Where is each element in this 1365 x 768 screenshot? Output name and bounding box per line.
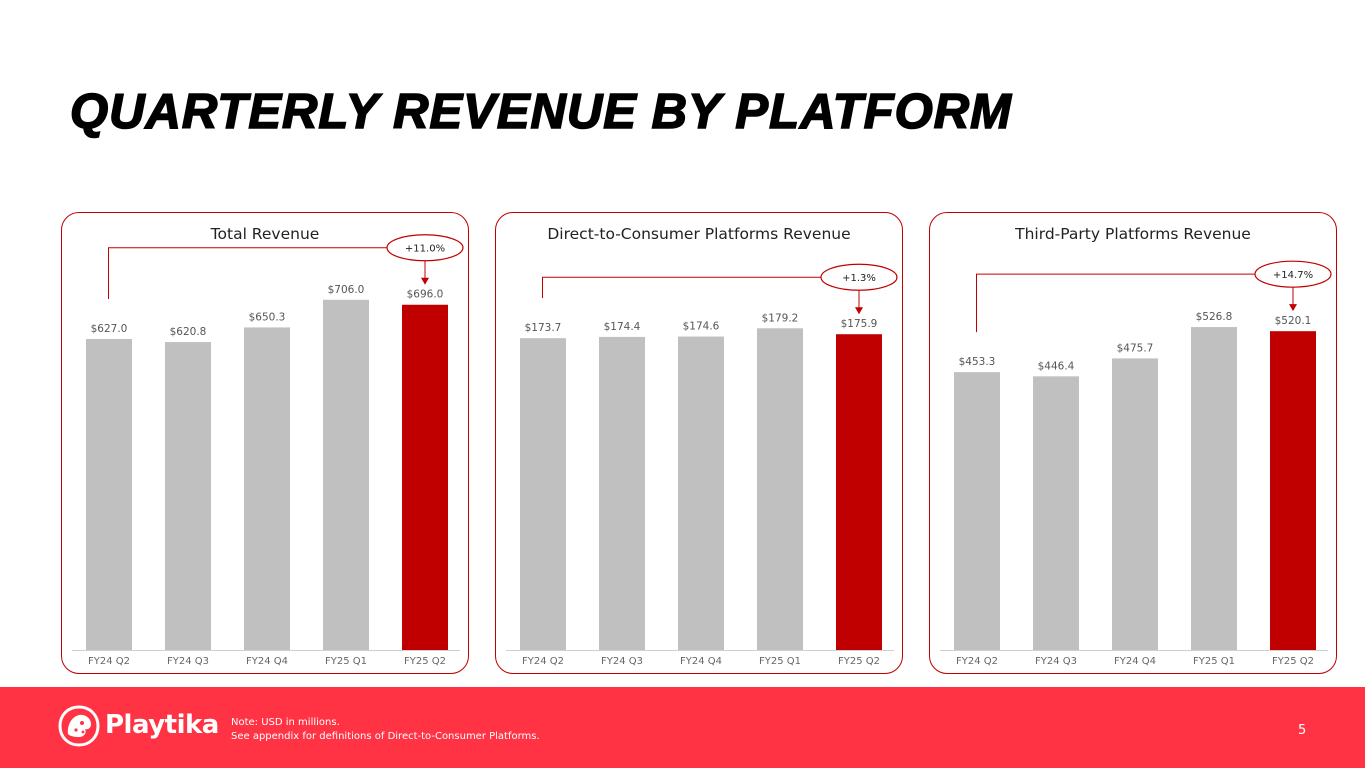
category-tick-label: FY24 Q2 [88,656,130,667]
bar-fy24-q4 [244,327,290,650]
footer-bar: Playtika Note: USD in millions. See appe… [0,687,1365,768]
growth-bracket-line [976,273,1255,333]
footnote: Note: USD in millions. See appendix for … [231,716,540,744]
bar-fy25-q2 [402,304,448,650]
category-tick-label: FY25 Q1 [1193,656,1235,667]
data-label: $174.6 [683,321,720,333]
category-tick-label: FY25 Q1 [759,656,801,667]
data-label: $173.7 [525,322,562,334]
data-label: $179.2 [762,312,799,324]
footnote-line-2: See appendix for definitions of Direct-t… [231,731,540,742]
data-label: $620.8 [170,326,207,338]
data-label: $446.4 [1038,360,1075,372]
chart-svg: $453.3 FY24 Q2 $446.4 FY24 Q3 $475.7 FY24 Q4 $… [940,260,1332,667]
bar-fy24-q2 [86,338,132,650]
page-title: QUARTERLY REVENUE BY PLATFORM [69,84,1012,140]
chart-title: Total Revenue [210,225,320,243]
growth-arrow-head-icon [421,277,429,285]
growth-label: +14.7% [1273,270,1313,281]
growth-label: +1.3% [842,273,876,284]
bar-fy24-q4 [678,336,724,650]
bar-fy24-q2 [520,338,566,650]
chart-panel-third-party-revenue: Third-Party Platforms Revenue $453.3 FY24… [929,212,1337,674]
category-tick-label: FY25 Q2 [838,656,880,667]
data-label: $475.7 [1117,342,1154,354]
bar-fy25-q2 [836,334,882,650]
chart-title: Direct-to-Consumer Platforms Revenue [547,225,851,243]
category-tick-label: FY25 Q2 [404,656,446,667]
data-label: $520.1 [1275,315,1312,327]
chart-panel-dtc-revenue: Direct-to-Consumer Platforms Revenue $17… [495,212,903,674]
growth-bracket-line [108,247,387,299]
category-tick-label: FY24 Q2 [956,656,998,667]
bar-fy25-q1 [1191,327,1237,650]
category-tick-label: FY24 Q4 [1114,656,1156,667]
bar-fy24-q3 [165,342,211,650]
bar-fy24-q3 [599,336,645,650]
footnote-line-1: Note: USD in millions. [231,717,340,728]
bar-fy24-q2 [954,372,1000,650]
data-label: $706.0 [328,284,365,296]
category-tick-label: FY24 Q4 [246,656,288,667]
bar-fy25-q2 [1270,331,1316,650]
category-tick-label: FY24 Q4 [680,656,722,667]
category-tick-label: FY24 Q2 [522,656,564,667]
data-label: $174.4 [604,321,641,333]
bar-fy25-q1 [323,299,369,650]
chart-panel-total-revenue: Total Revenue $627.0 FY24 Q2 $620.8 FY24 Q3… [61,212,469,674]
growth-arrow-head-icon [1289,304,1297,312]
bar-fy25-q1 [757,328,803,650]
brand-name: Playtika [105,710,219,740]
data-label: $175.9 [841,318,878,330]
category-tick-label: FY25 Q1 [325,656,367,667]
chart-title: Third-Party Platforms Revenue [1015,225,1251,243]
category-tick-label: FY25 Q2 [1272,656,1314,667]
category-tick-label: FY24 Q3 [601,656,643,667]
data-label: $453.3 [959,356,996,368]
data-label: $696.0 [407,289,444,301]
chart-svg: $173.7 FY24 Q2 $174.4 FY24 Q3 $174.6 FY24 Q4 $… [506,263,898,667]
category-tick-label: FY24 Q3 [167,656,209,667]
bar-fy24-q3 [1033,376,1079,650]
growth-label: +11.0% [405,244,445,255]
data-label: $627.0 [91,323,128,335]
page-number: 5 [1298,723,1307,738]
chart-svg: $627.0 FY24 Q2 $620.8 FY24 Q3 $650.3 FY24 Q4 $… [72,234,464,667]
cheetah-logo-icon [58,705,100,747]
category-tick-label: FY24 Q3 [1035,656,1077,667]
growth-bracket-line [542,276,821,299]
data-label: $526.8 [1196,311,1233,323]
bar-fy24-q4 [1112,358,1158,650]
growth-arrow-head-icon [855,307,863,315]
data-label: $650.3 [249,311,286,323]
